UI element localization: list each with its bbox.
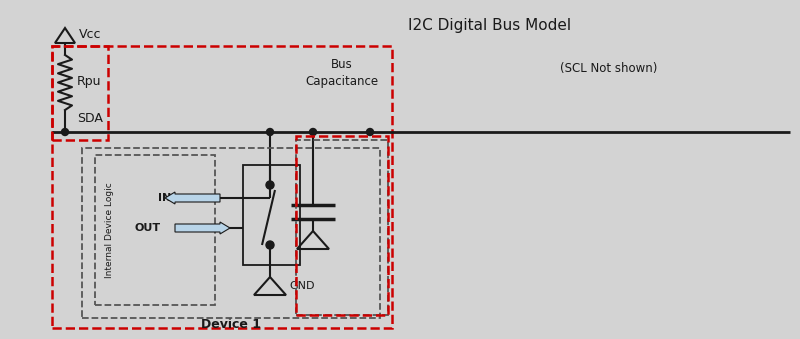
Text: Device 1: Device 1	[201, 319, 261, 332]
Text: Rpu: Rpu	[77, 76, 102, 88]
Text: I2C Digital Bus Model: I2C Digital Bus Model	[409, 18, 571, 33]
Text: OUT: OUT	[135, 223, 161, 233]
Text: GND: GND	[289, 281, 314, 291]
FancyArrow shape	[165, 192, 220, 204]
Text: SDA: SDA	[77, 113, 103, 125]
Circle shape	[62, 128, 69, 136]
Circle shape	[266, 241, 274, 249]
Text: (SCL Not shown): (SCL Not shown)	[560, 62, 658, 75]
Text: Vcc: Vcc	[79, 28, 102, 41]
Text: Internal Device Logic: Internal Device Logic	[105, 182, 114, 278]
Text: IN: IN	[158, 193, 172, 203]
FancyArrow shape	[175, 222, 230, 234]
Circle shape	[366, 128, 374, 136]
Circle shape	[266, 128, 274, 136]
Circle shape	[266, 181, 274, 189]
Text: Bus
Capacitance: Bus Capacitance	[306, 58, 378, 88]
Circle shape	[310, 128, 317, 136]
